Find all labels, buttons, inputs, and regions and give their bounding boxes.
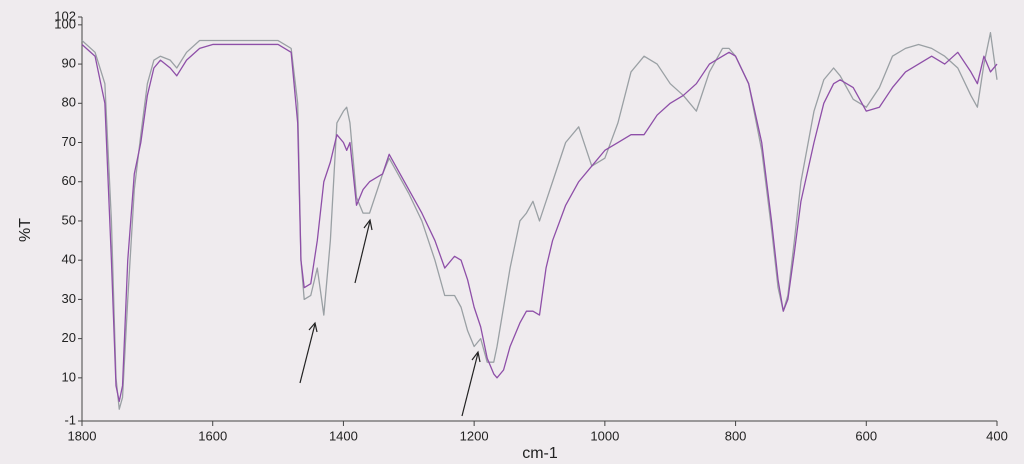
x-tick-label: 1000 — [590, 428, 619, 443]
x-axis-label: cm-1 — [522, 445, 558, 462]
y-tick-label: 70 — [62, 134, 76, 149]
y-tick-label: 90 — [62, 56, 76, 71]
y-tick-label: 30 — [62, 291, 76, 306]
x-tick-label: 1400 — [329, 428, 358, 443]
arrow-head — [363, 218, 373, 231]
y-tick-label: 100 — [54, 16, 76, 31]
arrow — [461, 352, 479, 417]
arrow-head — [471, 350, 481, 363]
y-tick-label: -1 — [64, 412, 76, 427]
arrow-head — [308, 321, 318, 333]
y-tick-label: 40 — [62, 252, 76, 267]
spectrum-line — [81, 43, 998, 403]
y-tick-label: 10 — [62, 369, 76, 384]
y-tick-label: 102 — [54, 8, 76, 23]
x-tick-label: 400 — [986, 428, 1008, 443]
x-tick-label: 600 — [855, 428, 877, 443]
y-axis-label: %T — [17, 218, 34, 242]
y-tick-label: 60 — [62, 173, 76, 188]
x-tick-label: 1600 — [198, 428, 227, 443]
arrow — [354, 220, 371, 284]
annotation-arrows — [299, 218, 481, 417]
arrow — [299, 323, 316, 384]
x-tick-label: 1200 — [460, 428, 489, 443]
x-tick-label: 1800 — [68, 428, 97, 443]
y-tick-label: 50 — [62, 212, 76, 227]
y-tick-label: 20 — [62, 330, 76, 345]
x-tick-label: 800 — [725, 428, 747, 443]
spectrum-line — [81, 32, 998, 410]
y-tick-label: 80 — [62, 95, 76, 110]
